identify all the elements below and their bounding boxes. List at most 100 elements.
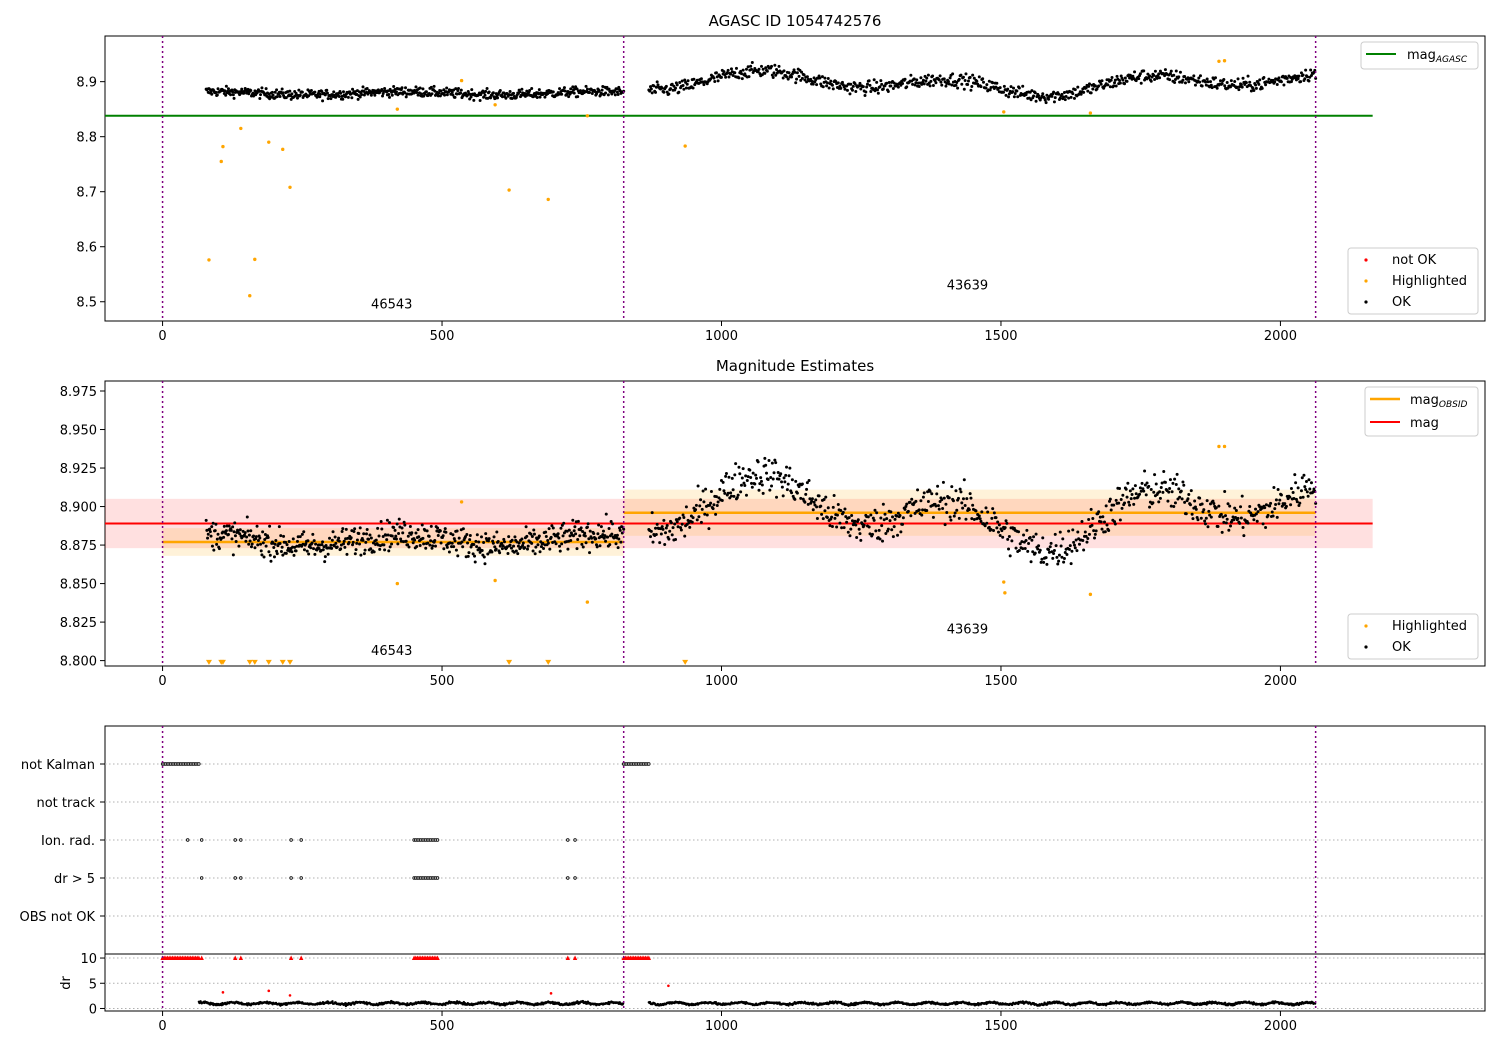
- estimates-ok-point: [1277, 502, 1281, 506]
- estimates-ok-point: [355, 541, 359, 545]
- agasc-ok-point: [947, 82, 951, 86]
- estimates-ok-point: [572, 529, 576, 533]
- agasc-ok-point: [984, 86, 988, 90]
- estimates-ok-point: [785, 465, 789, 469]
- estimates-ok-point: [1027, 542, 1031, 546]
- estimates-ok-point: [850, 519, 854, 523]
- estimates-ok-point: [664, 531, 668, 535]
- agasc-ok-point: [271, 93, 275, 97]
- estimates-ok-point: [431, 544, 435, 548]
- estimates-ok-point: [1003, 526, 1007, 530]
- estimates-ok-point: [246, 529, 250, 533]
- estimates-ok-point: [410, 531, 414, 535]
- estimates-ok-point: [960, 501, 964, 505]
- estimates-ok-point: [208, 530, 212, 534]
- estimates-ok-point: [382, 543, 386, 547]
- estimates-ok-point: [466, 554, 470, 558]
- estimates-ok-point: [495, 530, 499, 534]
- estimates-ok-point: [684, 505, 688, 509]
- estimates-ok-point: [248, 539, 252, 543]
- agasc-ok-point: [231, 93, 235, 97]
- estimates-ok-point: [1101, 515, 1105, 519]
- estimates-ok-point: [1082, 548, 1086, 552]
- agasc-ok-point: [928, 84, 932, 88]
- estimates-ok-point: [1303, 485, 1307, 489]
- estimates-ok-point: [815, 505, 819, 509]
- estimates-ok-point: [1184, 512, 1188, 516]
- estimates-ok-point: [372, 550, 376, 554]
- estimates-ok-point: [536, 543, 540, 547]
- estimates-ok-point: [1291, 491, 1295, 495]
- flag-marker: [566, 838, 570, 842]
- clipped-low-marker: [246, 659, 253, 665]
- estimates-ok-point: [230, 537, 234, 541]
- estimates-ok-point: [1085, 540, 1089, 544]
- estimates-ok-point: [484, 532, 488, 536]
- estimates-ok-point: [794, 479, 798, 483]
- estimates-ok-point: [1031, 550, 1035, 554]
- agasc-ok-point: [763, 71, 767, 75]
- estimates-ok-point: [806, 502, 810, 506]
- estimates-ok-point: [917, 508, 921, 512]
- estimates-ok-point: [255, 524, 259, 528]
- estimates-ok-point: [1272, 486, 1276, 490]
- estimates-ok-point: [395, 522, 399, 526]
- agasc-ok-point: [1138, 72, 1142, 76]
- agasc-ok-point: [695, 78, 699, 82]
- agasc-ok-point: [1012, 86, 1016, 90]
- agasc-ok-point: [309, 89, 313, 93]
- estimates-ok-point: [1202, 508, 1206, 512]
- estimates-ok-point: [969, 496, 973, 500]
- agasc-ok-point: [964, 72, 968, 76]
- agasc-ok-point: [880, 82, 884, 86]
- agasc-ok-point: [392, 84, 396, 88]
- estimates-ok-point: [704, 487, 708, 491]
- agasc-ok-point: [917, 84, 921, 88]
- estimates-ok-point: [314, 542, 318, 546]
- agasc-ok-point: [387, 92, 391, 96]
- agasc-ok-point: [430, 92, 434, 96]
- agasc-ok-point: [1305, 75, 1309, 79]
- estimates-ok-point: [771, 477, 775, 481]
- agasc-ok-point: [421, 87, 425, 91]
- estimates-ok-point: [367, 537, 371, 541]
- estimates-ok-point: [472, 542, 476, 546]
- estimates-ok-point: [1093, 532, 1097, 536]
- agasc-ok-point: [1148, 74, 1152, 78]
- agasc-ok-point: [681, 83, 685, 87]
- estimates-ok-point: [1248, 504, 1252, 508]
- agasc-ok-point: [649, 87, 653, 91]
- estimates-ok-point: [533, 552, 537, 556]
- estimates-ok-point: [1069, 562, 1073, 566]
- agasc-ok-point: [872, 78, 876, 82]
- estimates-ok-point: [1300, 476, 1304, 480]
- estimates-ok-point: [454, 548, 458, 552]
- estimates-ok-point: [574, 532, 578, 536]
- clipped-low-marker: [287, 659, 294, 665]
- agasc-ok-point: [905, 85, 909, 89]
- estimates-ok-point: [662, 518, 666, 522]
- estimates-ok-point: [1128, 489, 1132, 493]
- agasc-ok-point: [939, 80, 943, 84]
- estimates-ok-point: [268, 524, 272, 528]
- agasc-ok-point: [994, 85, 998, 89]
- agasc-ok-point: [1149, 79, 1153, 83]
- agasc-ok-point: [226, 87, 230, 91]
- estimates-ok-point: [1099, 520, 1103, 524]
- estimates-ok-point: [744, 493, 748, 497]
- agasc-highlighted-point: [546, 197, 550, 202]
- agasc-ok-point: [1198, 80, 1202, 84]
- estimates-ok-point: [654, 526, 658, 530]
- estimates-ok-point: [694, 503, 698, 507]
- estimates-highlighted-point: [395, 581, 400, 586]
- agasc-highlighted-point: [585, 114, 590, 118]
- obsid-label: 43639: [947, 623, 988, 638]
- agasc-ok-point: [988, 88, 992, 92]
- agasc-ok-point: [660, 86, 664, 90]
- agasc-ok-point: [504, 96, 508, 100]
- agasc-ok-point: [1301, 73, 1305, 77]
- estimates-ok-point: [390, 542, 394, 546]
- estimates-ok-point: [1254, 512, 1258, 516]
- flag-marker: [435, 838, 440, 842]
- estimates-ok-point: [334, 541, 338, 545]
